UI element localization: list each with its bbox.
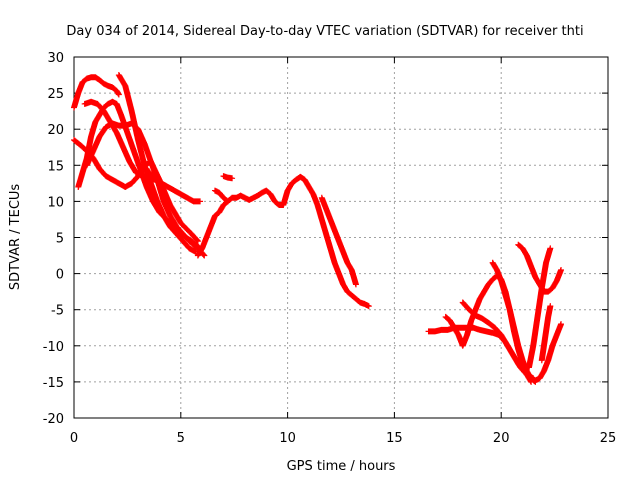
series-markers (538, 303, 554, 364)
series-track-17 (525, 245, 554, 371)
series-track-15 (489, 259, 565, 384)
y-tick-label: 10 (47, 195, 64, 210)
series-markers (143, 165, 167, 190)
series-markers (489, 259, 565, 384)
x-tick-label: 0 (70, 431, 78, 446)
chart-title: Day 034 of 2014, Sidereal Day-to-day VTE… (66, 24, 583, 39)
y-tick-label: 0 (56, 268, 64, 283)
data-series (71, 72, 565, 385)
series-markers (194, 173, 372, 310)
x-tick-label: 20 (493, 431, 510, 446)
y-tick-label: -15 (43, 376, 64, 391)
series-markers (525, 245, 554, 371)
series-track-6 (115, 72, 199, 255)
series-track-9 (220, 173, 236, 182)
series-markers (71, 74, 122, 111)
x-tick-label: 15 (386, 431, 403, 446)
x-tick-label: 25 (600, 431, 617, 446)
series-track-8 (194, 173, 372, 310)
series-track-18 (538, 303, 554, 364)
y-tick-label: -10 (43, 340, 64, 355)
series-markers (115, 72, 199, 255)
axis-tick-labels: 0 5 10 15 20 25 -20 -15 -10 -5 0 5 10 15 20 25 30 (43, 51, 617, 446)
y-tick-label: 20 (47, 123, 64, 138)
y-tick-label: 5 (56, 232, 64, 247)
y-tick-label: -5 (51, 304, 64, 319)
x-tick-label: 5 (177, 431, 185, 446)
series-markers (318, 194, 359, 288)
series-markers (211, 187, 231, 205)
x-tick-label: 10 (279, 431, 296, 446)
x-axis-label: GPS time / hours (287, 459, 396, 474)
series-markers (220, 173, 236, 182)
y-tick-label: -20 (43, 412, 64, 427)
series-track-1 (71, 74, 122, 111)
y-tick-label: 30 (47, 51, 64, 66)
series-track-7 (143, 165, 167, 190)
y-tick-label: 15 (47, 159, 64, 174)
series-track-10 (211, 187, 231, 205)
series-track-11 (318, 194, 359, 288)
axis-ticks (73, 56, 609, 419)
y-axis-label: SDTVAR / TECUs (8, 184, 23, 291)
y-tick-label: 25 (47, 87, 64, 102)
